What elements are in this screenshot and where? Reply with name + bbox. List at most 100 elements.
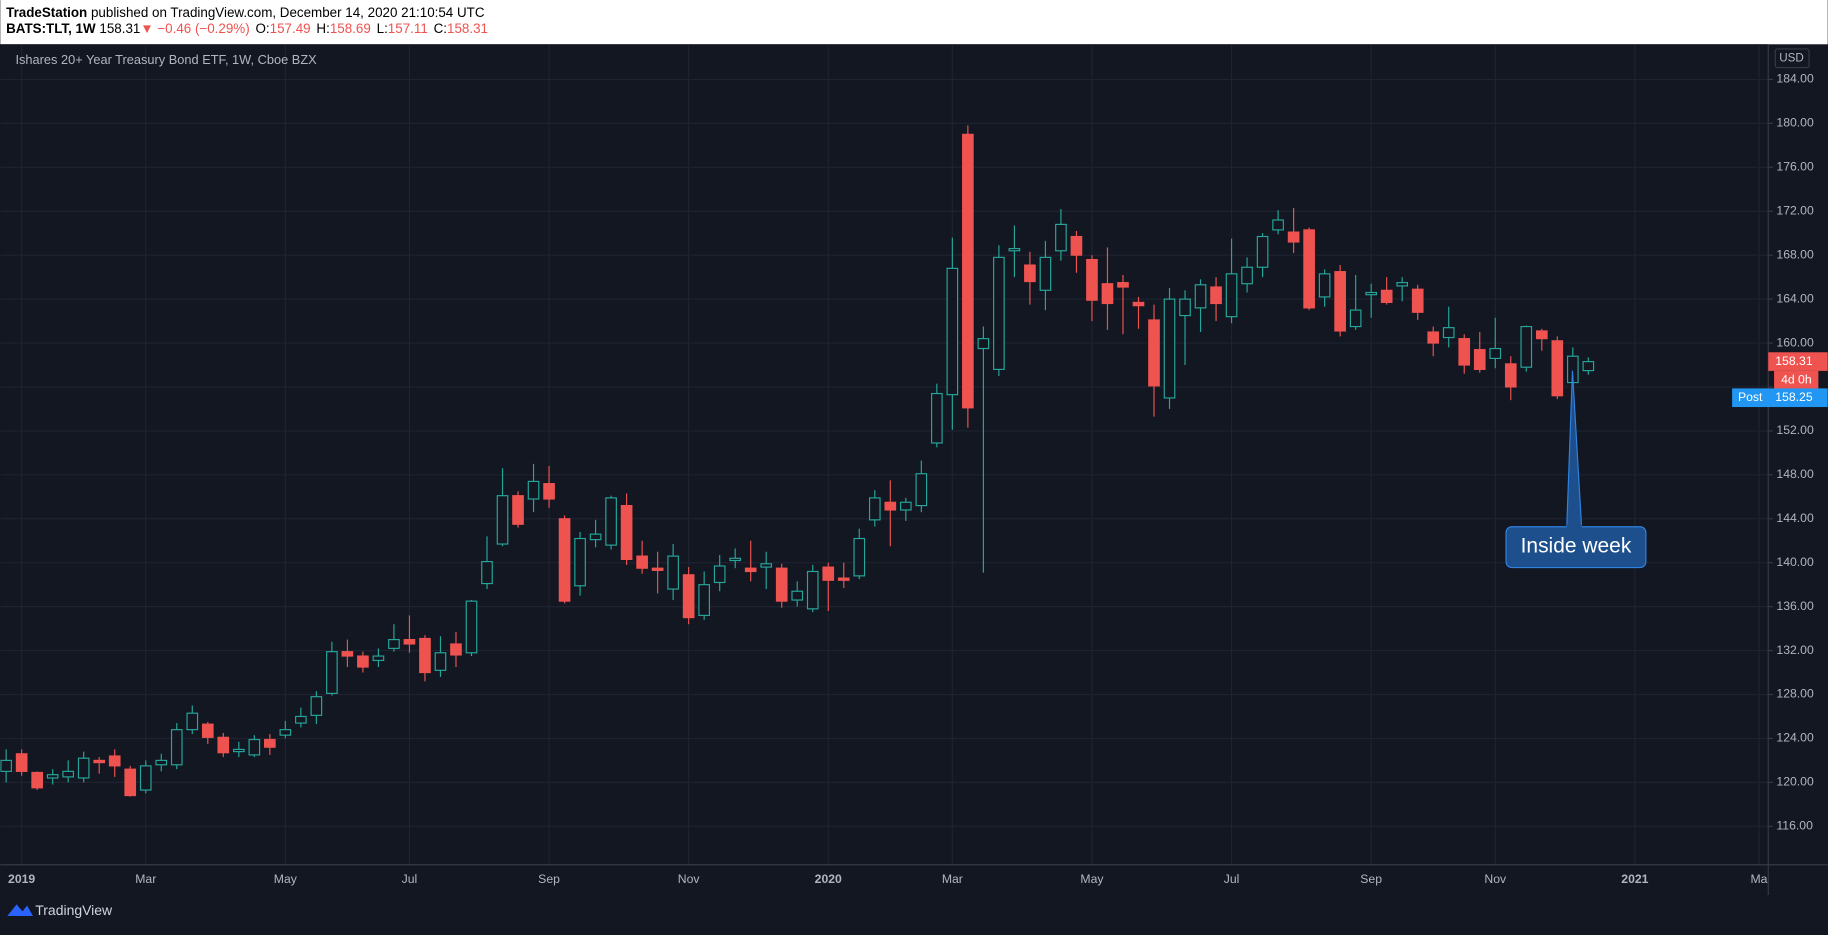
candle-body <box>108 755 121 767</box>
candle-body <box>139 765 152 791</box>
candle-body <box>543 483 555 500</box>
candle-body <box>760 563 773 568</box>
candle-body <box>1427 331 1440 344</box>
candle-body <box>744 567 757 573</box>
candle-body <box>1380 289 1393 303</box>
footer-bg <box>0 895 1828 930</box>
candle-body <box>248 738 261 756</box>
ohlc-key: C: <box>434 21 447 36</box>
header-line1: TradeStation published on TradingView.co… <box>6 4 485 19</box>
y-tick-label: 144.00 <box>1776 511 1814 525</box>
candle-body <box>1148 319 1160 387</box>
candle-body <box>310 696 323 716</box>
candle-body <box>1225 273 1238 318</box>
candle-body <box>977 338 990 350</box>
candle-body <box>1210 286 1222 305</box>
y-tick-label: 128.00 <box>1776 687 1814 701</box>
candle-body <box>419 637 431 674</box>
x-tick-label: Nov <box>1484 872 1507 886</box>
candle-body <box>1535 330 1548 340</box>
candle-body <box>372 655 385 662</box>
x-tick-label: 2019 <box>8 872 35 886</box>
candle-body <box>806 570 819 610</box>
candle-body <box>698 584 710 616</box>
candle-body <box>232 748 245 753</box>
candle-body <box>93 759 106 764</box>
candle-body <box>1287 231 1300 243</box>
candle-body <box>403 638 416 645</box>
candle-body <box>1256 235 1269 268</box>
candle-body <box>434 652 447 671</box>
candle-body <box>1163 298 1176 399</box>
candle-body <box>77 757 90 779</box>
candle-body <box>496 495 509 545</box>
y-tick-label: 176.00 <box>1776 160 1814 174</box>
candle-body <box>729 557 742 562</box>
candle-body <box>1008 247 1021 252</box>
candle-body <box>775 567 788 602</box>
x-tick-label: May <box>1080 872 1104 886</box>
last-price-tag <box>1768 352 1828 371</box>
x-tick-label: Mar <box>135 872 156 886</box>
candle-body <box>1334 271 1346 332</box>
candle-body <box>170 729 183 766</box>
y-tick-label: 116.00 <box>1776 819 1813 833</box>
candle-body <box>620 505 633 560</box>
candle-body <box>946 267 959 396</box>
countdown-tag <box>1774 370 1819 390</box>
candle-body <box>450 643 462 656</box>
candle-body <box>1132 301 1145 307</box>
candle-body <box>279 729 292 736</box>
candle-body <box>1396 282 1409 287</box>
candle-body <box>853 537 866 577</box>
currency-box <box>1774 48 1810 69</box>
candle-body <box>1039 256 1052 291</box>
legend-title: Ishares 20+ Year Treasury Bond ETF, 1W, … <box>15 52 317 67</box>
y-tick-label: 120.00 <box>1776 775 1814 789</box>
publisher: TradeStation <box>6 4 87 19</box>
candle-body <box>1272 219 1284 231</box>
currency: USD <box>1779 51 1804 64</box>
y-tick-label: 160.00 <box>1776 335 1814 349</box>
y-tick-label: 152.00 <box>1776 423 1814 437</box>
x-tick-label: Nov <box>678 872 701 886</box>
y-tick-label: 164.00 <box>1776 291 1814 305</box>
post-tag <box>1732 388 1828 408</box>
candle-body <box>1086 258 1098 301</box>
candle-body <box>1318 273 1331 298</box>
candle-body <box>791 590 804 601</box>
candle-body <box>388 638 400 649</box>
candle-body <box>713 565 726 584</box>
x-tick-label: Jul <box>1224 872 1240 886</box>
y-tick-label: 140.00 <box>1776 555 1814 569</box>
ohlc-value: 157.11 <box>388 21 428 36</box>
x-tick-label: 2021 <box>1621 872 1648 886</box>
candle-body <box>822 566 835 581</box>
x-tick-label: May <box>274 872 298 886</box>
x-tick-label: 2020 <box>815 872 842 886</box>
candle-body <box>1055 223 1067 252</box>
x-tick-label: Sep <box>538 872 560 886</box>
x-tick-label: Ma <box>1750 872 1767 886</box>
candle-body <box>931 392 943 444</box>
candle-body <box>186 712 199 731</box>
last-price-label: 158.31 <box>1775 354 1813 368</box>
candle-body <box>558 518 571 602</box>
candle-body <box>868 497 881 521</box>
y-tick-label: 148.00 <box>1776 467 1814 481</box>
y-tick-label: 172.00 <box>1776 203 1814 217</box>
candle-body <box>512 495 524 525</box>
published: published on TradingView.com, December 1… <box>91 4 485 19</box>
candle-body <box>1489 347 1502 359</box>
candle-body <box>1194 284 1207 309</box>
candle-body <box>1520 325 1533 368</box>
candle-body <box>201 723 214 738</box>
candle-body <box>915 473 928 507</box>
candle-body <box>1458 338 1471 366</box>
candle-body <box>1070 235 1083 256</box>
y-tick-label: 168.00 <box>1776 247 1814 261</box>
y-tick-label: 180.00 <box>1776 116 1814 130</box>
candle-body <box>1024 264 1036 283</box>
y-tick-label: 136.00 <box>1776 599 1814 613</box>
